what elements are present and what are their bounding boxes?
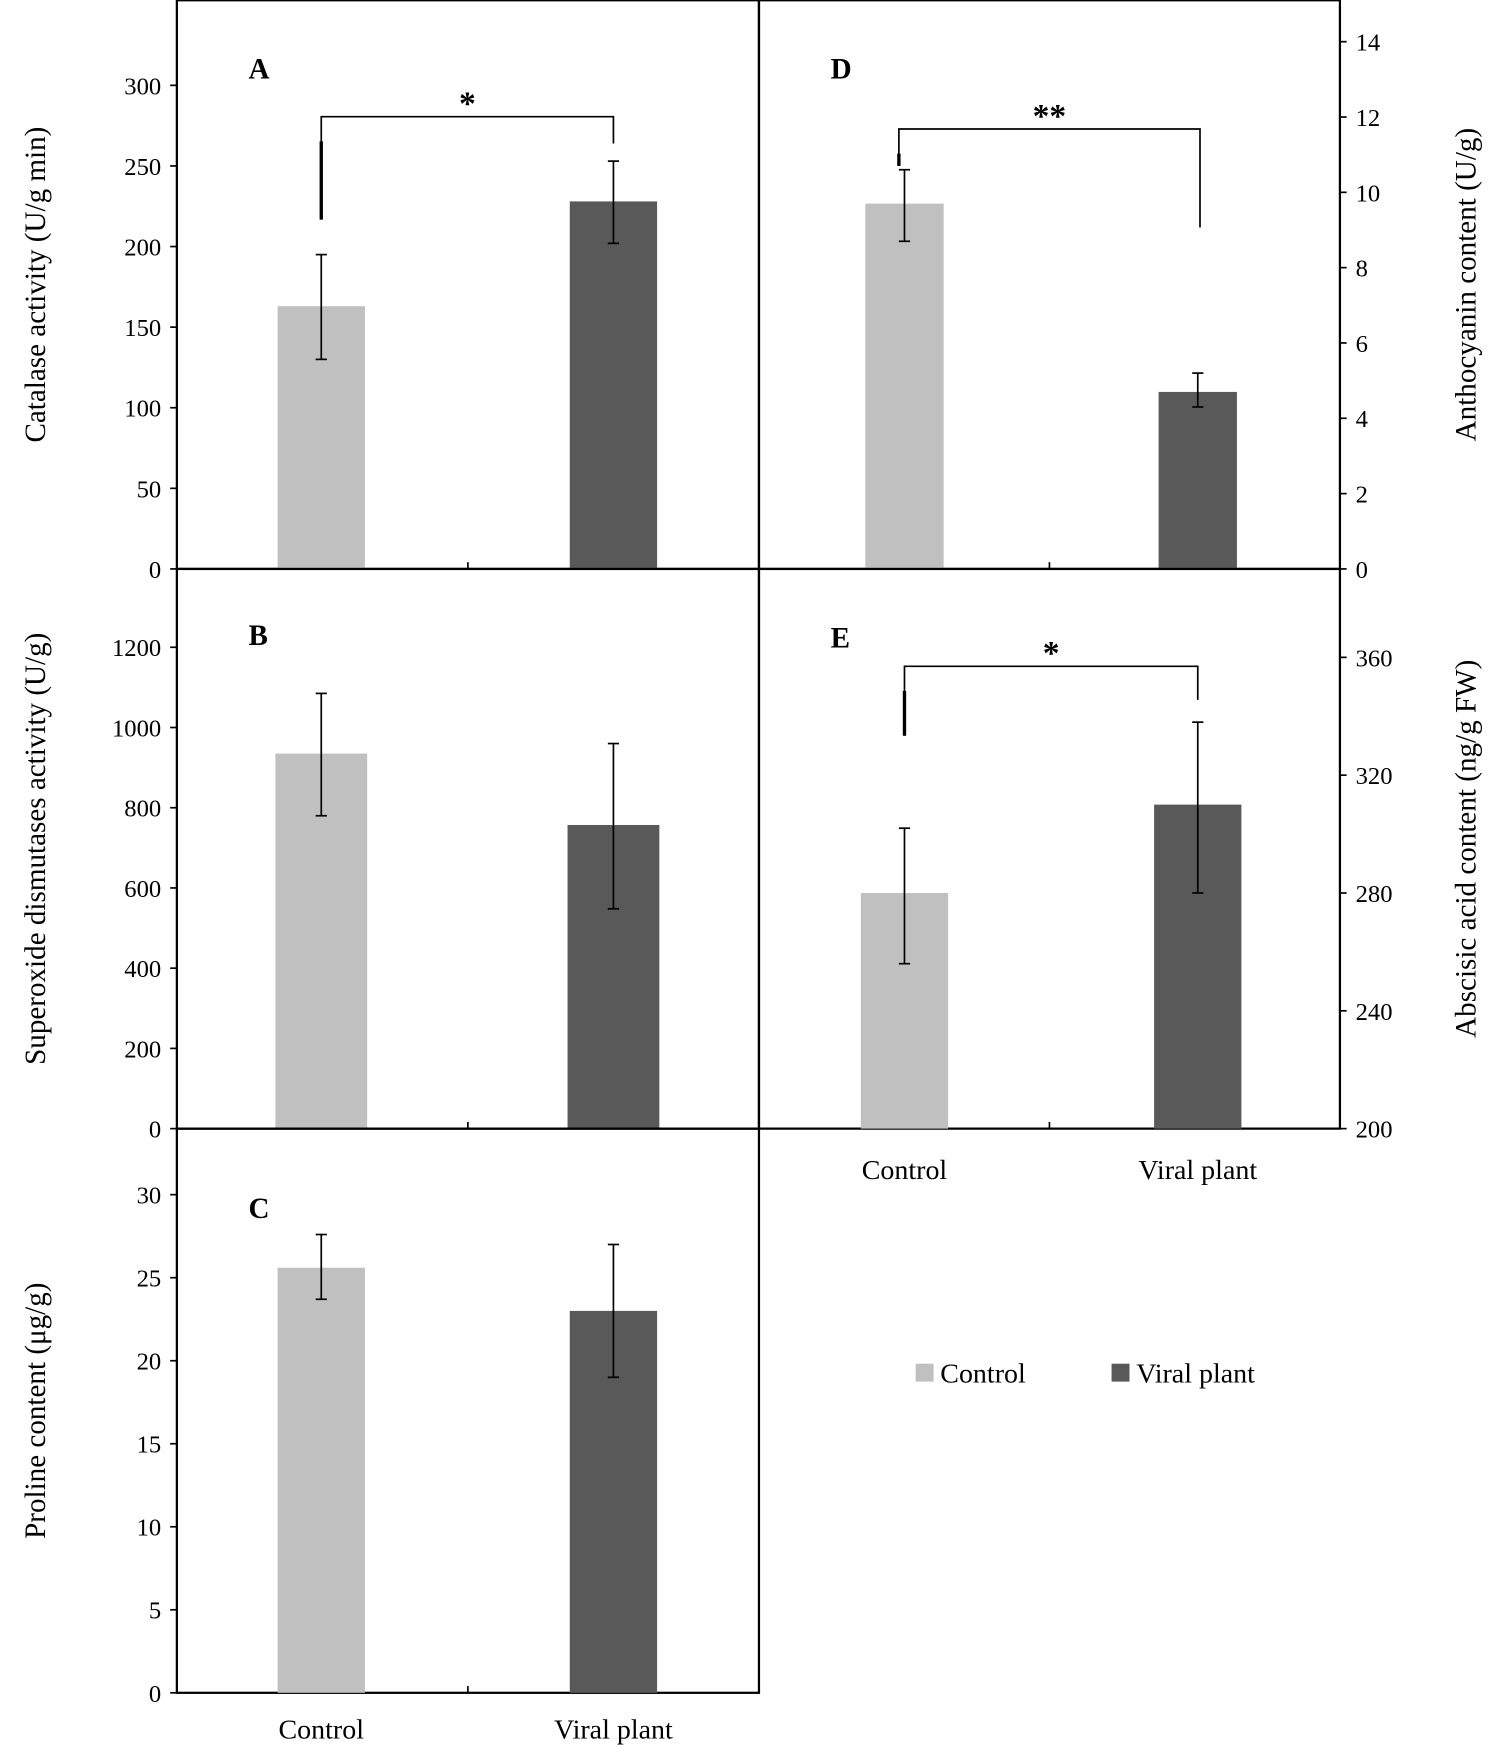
legend: Control Viral plant: [915, 1359, 1255, 1390]
x-axis-labels-right: Control Viral plant: [862, 1155, 1258, 1186]
x-label-viral: Viral plant: [1138, 1155, 1257, 1186]
legend-label-viral: Viral plant: [1136, 1359, 1255, 1390]
x-label-viral: Viral plant: [554, 1715, 673, 1746]
y-tick-label: 320: [1356, 763, 1393, 790]
panel-letter: B: [249, 620, 268, 652]
y-tick-label: 8: [1356, 256, 1368, 283]
panel-letter: A: [249, 54, 270, 86]
y-tick-label: 4: [1356, 406, 1368, 433]
significance-marker: **: [1033, 98, 1067, 135]
significance-marker: *: [459, 85, 476, 122]
panel-frame: [175, 567, 761, 1130]
y-axis-title: Proline content (μg/g): [20, 1283, 52, 1539]
panel-b: 0 200 400 600 800 1000 1200 Superoxide dismutas…: [20, 567, 761, 1144]
y-tick-label: 0: [149, 1117, 161, 1144]
y-axis-title: Anthocyanin content (U/g): [1450, 128, 1482, 441]
y-tick-label: 400: [124, 956, 161, 983]
y-axis-title: Superoxide dismutases activity (U/g): [20, 633, 52, 1065]
panel-letter: D: [831, 54, 852, 86]
y-tick-label: 1000: [112, 715, 161, 742]
y-tick-label: 5: [149, 1598, 161, 1625]
y-tick-label: 360: [1356, 645, 1393, 672]
bar-control: [865, 203, 944, 569]
y-tick-label: 150: [124, 315, 161, 342]
y-axis-title: Abscisic acid content (ng/g FW): [1450, 660, 1482, 1038]
significance-bracket: [320, 115, 615, 220]
y-tick-label: 0: [149, 1681, 161, 1708]
y-tick-label: 200: [1356, 1117, 1393, 1144]
panel-letter: E: [831, 622, 850, 654]
y-tick-label: 6: [1356, 331, 1368, 358]
bar-viral-plant: [1158, 391, 1237, 569]
y-tick-label: 0: [1356, 557, 1368, 584]
y-tick-label: 25: [137, 1266, 162, 1293]
y-tick-label: 30: [137, 1183, 162, 1210]
panel-e: 200 240 280 320 360 Abscisic acid content (ng…: [757, 567, 1482, 1144]
y-tick-label: 14: [1356, 30, 1381, 57]
y-tick-label: 200: [124, 1036, 161, 1063]
y-tick-label: 100: [124, 396, 161, 423]
y-tick-label: 20: [137, 1349, 162, 1376]
y-tick-label: 2: [1356, 482, 1368, 509]
panel-c: 0 5 10 15 20 25 30 Proline content (μg/g) C: [20, 1127, 761, 1708]
y-tick-label: 1200: [112, 635, 161, 662]
y-tick-label: 800: [124, 796, 161, 823]
bar-control: [277, 1267, 365, 1693]
x-label-control: Control: [862, 1155, 948, 1186]
y-axis-title: Catalase activity (U/g min): [20, 127, 52, 443]
legend-swatch-control: [915, 1363, 934, 1382]
panel-letter: C: [249, 1193, 270, 1225]
x-label-control: Control: [279, 1715, 365, 1746]
y-tick-label: 12: [1356, 105, 1381, 132]
bar-viral-plant: [569, 201, 658, 569]
significance-bracket: [898, 128, 1201, 228]
y-tick-label: 240: [1356, 999, 1393, 1026]
legend-label-control: Control: [940, 1359, 1026, 1390]
y-tick-label: 50: [137, 476, 162, 503]
y-tick-label: 0: [149, 557, 161, 584]
y-tick-label: 10: [1356, 180, 1381, 207]
panel-a: 0 50 100 150 200 250 300 Catalase activity (U/g…: [20, 0, 761, 584]
y-tick-label: 250: [124, 154, 161, 181]
x-axis-labels-left: Control Viral plant: [279, 1715, 673, 1746]
y-tick-label: 300: [124, 73, 161, 100]
y-tick-label: 200: [124, 234, 161, 261]
legend-swatch-viral: [1111, 1363, 1130, 1382]
y-tick-label: 10: [137, 1515, 162, 1542]
y-tick-label: 600: [124, 876, 161, 903]
significance-marker: *: [1043, 635, 1060, 672]
y-tick-label: 280: [1356, 881, 1393, 908]
significance-bracket: [903, 665, 1199, 736]
panel-d: 0 2 4 6 8 10 12 14 Anthocyanin content (U/g) D **: [757, 0, 1482, 584]
y-tick-label: 15: [137, 1432, 162, 1459]
